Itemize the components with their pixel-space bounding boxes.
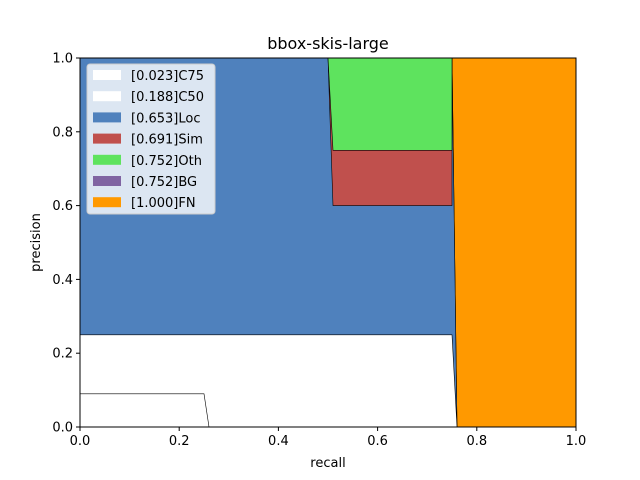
legend-swatch-1-000-fn	[93, 197, 121, 208]
legend-swatch-0-752-oth	[93, 154, 121, 165]
plot-frame	[79, 57, 577, 428]
legend-swatch-0-752-bg	[93, 176, 121, 186]
area-0-023-c75	[79, 393, 210, 428]
x-tick-label: 0.6	[367, 434, 388, 449]
x-tick-label: 0.2	[169, 434, 190, 449]
x-axis-label: recall	[310, 456, 345, 471]
area-1-000-fn	[451, 57, 577, 428]
x-tick-label: 1.0	[566, 434, 587, 449]
y-tick-label: 0.4	[52, 273, 73, 288]
legend-label-0-023-c75: [0.023]C75	[131, 69, 204, 84]
y-tick-label: 1.0	[52, 52, 73, 67]
chart-title: bbox-skis-large	[267, 34, 389, 53]
y-axis-ticks: 0.0 0.2 0.4 0.6 0.8 1.0	[52, 52, 80, 436]
legend-label-0-188-c50: [0.188]C50	[131, 90, 204, 105]
legend-label-1-000-fn: [1.000]FN	[131, 196, 196, 211]
y-tick-label: 0.2	[52, 347, 73, 362]
legend-label-0-752-oth: [0.752]Oth	[131, 154, 202, 169]
legend-swatch-0-653-loc	[93, 112, 121, 123]
y-tick-label: 0.6	[52, 199, 73, 214]
legend-swatch-0-691-sim	[93, 133, 121, 144]
legend: [0.023]C75 [0.188]C50 [0.653]Loc [0.691]Sim…	[86, 63, 216, 215]
legend-label-0-752-bg: [0.752]BG	[131, 175, 197, 190]
legend-label-0-691-sim: [0.691]Sim	[131, 133, 203, 148]
legend-swatch-0-188-c50	[93, 91, 121, 102]
x-tick-label: 0.4	[268, 434, 289, 449]
y-tick-label: 0.8	[52, 125, 73, 140]
x-axis-ticks: 0.0 0.2 0.4 0.6 0.8 1.0	[70, 427, 587, 449]
legend-label-0-653-loc: [0.653]Loc	[131, 111, 200, 126]
area-0-752-oth	[327, 57, 453, 151]
x-tick-label: 0.0	[70, 434, 91, 449]
y-axis-label: precision	[29, 213, 44, 272]
x-tick-label: 0.8	[466, 434, 487, 449]
legend-swatch-0-023-c75	[93, 70, 121, 80]
y-tick-label: 0.0	[52, 421, 73, 436]
